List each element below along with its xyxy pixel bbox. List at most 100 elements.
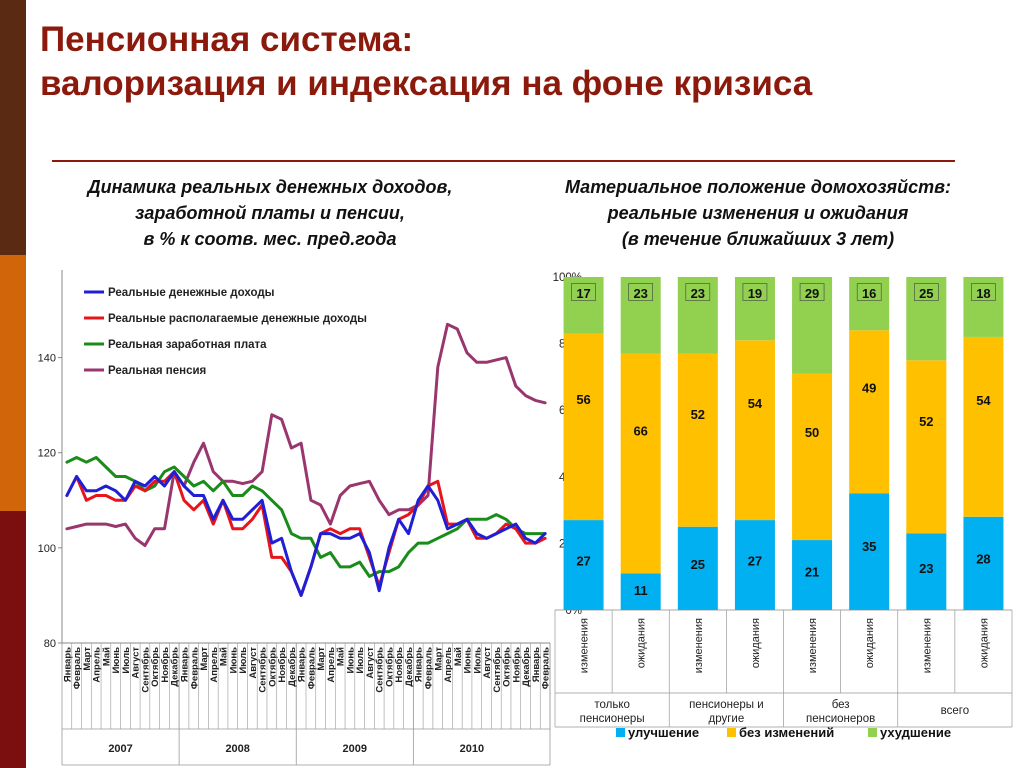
right-chart-subtitle: Материальное положение домохозяйств: реа… — [508, 174, 1008, 252]
x-tick-label: Сентябрь — [258, 647, 269, 693]
bar-value-label: 28 — [976, 552, 990, 567]
x-tick-label: Май — [453, 647, 464, 666]
x-tick-label: Январь — [297, 647, 308, 682]
bar-value-label-bg — [571, 283, 596, 301]
bar-segment-2 — [563, 333, 604, 521]
x-tick-label: Октябрь — [267, 647, 278, 687]
group-label: всего — [941, 705, 969, 717]
bar-value-label-bg — [856, 283, 882, 301]
category-label: ожидания — [978, 618, 990, 668]
bar-value-label: 23 — [633, 286, 647, 301]
x-tick-label: Февраль — [189, 647, 200, 689]
x-tick-label: Декабрь — [404, 647, 415, 687]
right-subtitle-line: (в течение ближайших 3 лет) — [621, 229, 895, 249]
bar-value-label: 52 — [919, 414, 933, 429]
bar-value-label-bg — [742, 283, 768, 301]
x-tick-label: Октябрь — [384, 647, 395, 687]
bar-segment-2 — [792, 373, 833, 541]
bar-value-label-bg — [571, 389, 596, 407]
left-subtitle-line: в % к соотв. мес. пред.года — [143, 229, 397, 249]
x-tick-label: Декабрь — [521, 647, 532, 687]
bar-value-label: 66 — [633, 424, 647, 439]
y-tick-label: 100 — [38, 543, 56, 555]
year-label: 2010 — [460, 743, 484, 755]
legend-entry: Реальная пенсия — [108, 365, 206, 377]
x-tick-label: Декабрь — [287, 647, 298, 687]
bar-value-label: 25 — [691, 557, 705, 572]
bar-value-label-bg — [742, 551, 767, 569]
x-tick-label: Февраль — [541, 647, 552, 689]
bar-value-label-bg — [742, 393, 767, 411]
bar-value-label: 17 — [576, 286, 590, 301]
y-tick-label: 140 — [38, 353, 56, 365]
bar-value-label: 27 — [576, 554, 590, 569]
x-tick-label: Ноябрь — [394, 647, 405, 683]
bar-value-label: 21 — [805, 565, 819, 580]
x-tick-label: Сентябрь — [140, 647, 151, 693]
category-label: изменения — [921, 618, 933, 673]
bar-value-label: 19 — [748, 286, 762, 301]
bar-value-label-bg — [685, 554, 710, 572]
category-label: изменения — [807, 618, 819, 673]
bar-value-label: 18 — [976, 286, 990, 301]
x-tick-label: Июнь — [111, 647, 122, 674]
x-tick-label: Май — [219, 647, 230, 666]
bar-value-label: 29 — [805, 286, 819, 301]
legend-entry: ухудшение — [880, 725, 951, 740]
bar-value-label-bg — [799, 283, 825, 301]
slide-title-line2: валоризация и индексация на фоне кризиса — [40, 64, 813, 103]
bar-value-label: 16 — [862, 286, 876, 301]
category-label: ожидания — [864, 618, 876, 668]
x-tick-label: Январь — [62, 647, 73, 682]
bar-segment-2 — [620, 353, 661, 574]
x-tick-label: Январь — [531, 647, 542, 682]
x-tick-label: Март — [82, 647, 93, 671]
x-tick-label: Июль — [355, 647, 366, 674]
group-label: пенсионеры и другие — [689, 699, 764, 725]
x-tick-label: Май — [101, 647, 112, 666]
bar-segment-2 — [906, 360, 947, 534]
x-tick-label: Апрель — [209, 647, 220, 683]
x-tick-label: Октябрь — [150, 647, 161, 687]
bar-value-label-bg — [685, 283, 711, 301]
bar-value-label-bg — [628, 283, 653, 301]
x-tick-label: Август — [365, 647, 376, 679]
bar-value-label-bg — [628, 580, 653, 598]
bar-segment-2 — [849, 330, 890, 494]
x-tick-label: Декабрь — [170, 647, 181, 687]
bar-value-label-bg — [857, 377, 882, 395]
bar-value-label-bg — [800, 562, 825, 580]
x-tick-label: Август — [131, 647, 142, 679]
bar-value-label-bg — [914, 283, 939, 301]
legend-entry: Реальные располагаемые денежные доходы — [108, 313, 367, 325]
legend-swatch — [868, 728, 877, 737]
y-tick-label: 80 — [44, 638, 56, 650]
bar-value-label: 23 — [691, 286, 705, 301]
bar-value-label: 54 — [748, 396, 763, 411]
legend-entry: без изменений — [739, 725, 834, 740]
legend-entry: улучшение — [628, 725, 699, 740]
title-divider — [52, 160, 955, 162]
x-tick-label: Февраль — [306, 647, 317, 689]
group-label-line: пенсионеров — [806, 713, 875, 725]
x-tick-label: Апрель — [326, 647, 337, 683]
x-tick-label: Июль — [472, 647, 483, 674]
bar-value-label: 35 — [862, 539, 876, 554]
sidebar-stripe-top — [0, 0, 26, 255]
category-label: изменения — [693, 618, 705, 673]
series-line-1 — [65, 470, 547, 597]
category-label: ожидания — [750, 618, 762, 668]
slide-title-line1: Пенсионная система: — [40, 20, 414, 59]
left-chart-subtitle: Динамика реальных денежных доходов, зара… — [30, 174, 510, 252]
x-tick-label: Ноябрь — [511, 647, 522, 683]
bar-value-label: 11 — [634, 583, 648, 598]
x-tick-label: Апрель — [443, 647, 454, 683]
bar-value-label: 23 — [919, 561, 933, 576]
category-label: изменения — [579, 618, 591, 673]
x-tick-label: Август — [482, 647, 493, 679]
bar-value-label-bg — [971, 549, 996, 567]
x-tick-label: Март — [433, 647, 444, 671]
x-tick-label: Июнь — [345, 647, 356, 674]
